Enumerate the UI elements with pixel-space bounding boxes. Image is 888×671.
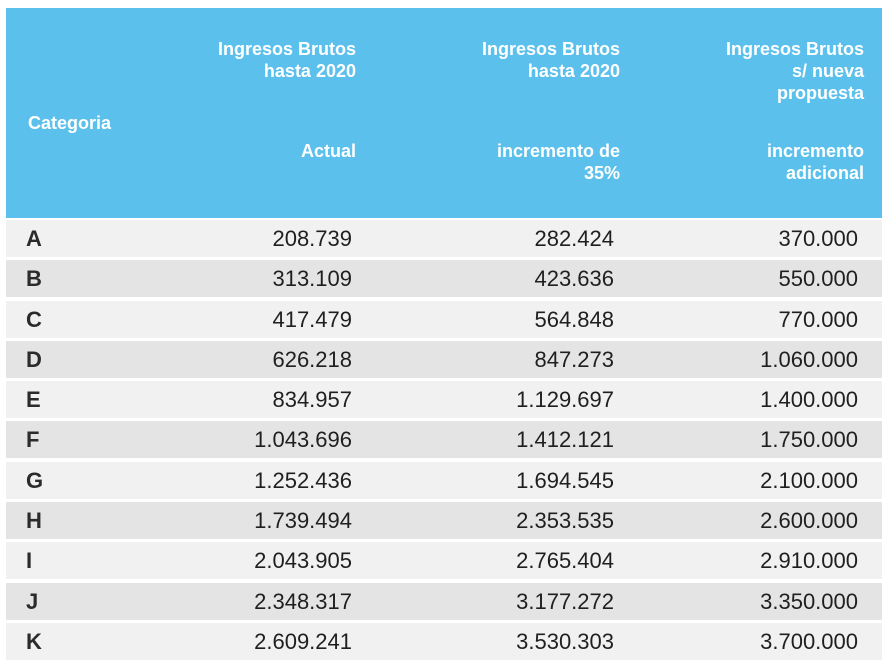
header-col2-title: Ingresos Brutos hasta 2020 <box>482 38 620 82</box>
header-col2-sub2: 35% <box>583 163 620 183</box>
proposal-cell: 1.750.000 <box>760 427 858 453</box>
table-row: G 1.252.436 1.694.545 2.100.000 <box>6 461 882 499</box>
category-cell: H <box>26 508 42 534</box>
proposal-cell: 2.910.000 <box>760 548 858 574</box>
proposal-cell: 770.000 <box>778 306 858 332</box>
category-cell: F <box>26 427 40 453</box>
category-cell: C <box>26 306 42 332</box>
actual-cell: 2.043.905 <box>254 548 352 574</box>
proposal-cell: 3.350.000 <box>760 588 858 614</box>
table-row: D 626.218 847.273 1.060.000 <box>6 340 882 378</box>
category-cell: A <box>26 226 42 251</box>
income-table: Categoria Ingresos Brutos hasta 2020 Act… <box>6 8 882 663</box>
table-body: A 208.739 282.424 370.000 B 313.109 423.… <box>6 220 882 660</box>
header-col3-line3: propuesta <box>776 83 864 103</box>
header-col3-title: Ingresos Brutos s/ nueva propuesta <box>704 38 864 104</box>
header-col3-sub2: adicional <box>785 163 864 183</box>
actual-cell: 834.957 <box>272 387 352 413</box>
table-row: J 2.348.317 3.177.272 3.350.000 <box>6 582 882 620</box>
actual-cell: 208.739 <box>272 226 352 251</box>
table-row: H 1.739.494 2.353.535 2.600.000 <box>6 502 882 540</box>
actual-cell: 2.348.317 <box>254 588 352 614</box>
proposal-cell: 2.100.000 <box>760 467 858 493</box>
category-cell: E <box>26 387 41 413</box>
table-row: A 208.739 282.424 370.000 <box>6 220 882 257</box>
increment-35-cell: 423.636 <box>534 266 614 292</box>
table-row: C 417.479 564.848 770.000 <box>6 300 882 338</box>
header-col1-line2: hasta 2020 <box>263 61 356 81</box>
actual-cell: 313.109 <box>272 266 352 292</box>
proposal-cell: 1.060.000 <box>760 346 858 372</box>
actual-cell: 417.479 <box>272 306 352 332</box>
category-cell: J <box>26 588 39 614</box>
category-cell: D <box>26 346 42 372</box>
increment-35-cell: 2.765.404 <box>516 548 614 574</box>
table-row: B 313.109 423.636 550.000 <box>6 260 882 298</box>
actual-cell: 1.043.696 <box>254 427 352 453</box>
increment-35-cell: 3.530.303 <box>516 628 614 654</box>
actual-cell: 1.739.494 <box>254 508 352 534</box>
table-row: K 2.609.241 3.530.303 3.700.000 <box>6 622 882 660</box>
proposal-cell: 370.000 <box>778 226 858 251</box>
header-col1-title: Ingresos Brutos hasta 2020 <box>218 38 356 82</box>
actual-cell: 2.609.241 <box>254 628 352 654</box>
increment-35-cell: 847.273 <box>534 346 614 372</box>
increment-35-cell: 3.177.272 <box>516 588 614 614</box>
header-col1-sub: Actual <box>300 141 356 161</box>
table-header: Categoria Ingresos Brutos hasta 2020 Act… <box>6 8 882 218</box>
category-cell: I <box>26 548 33 574</box>
increment-35-cell: 564.848 <box>534 306 614 332</box>
header-col3-sub: incremento adicional <box>724 140 864 184</box>
header-categoria: Categoria <box>28 113 112 133</box>
proposal-cell: 550.000 <box>778 266 858 292</box>
table-row: E 834.957 1.129.697 1.400.000 <box>6 381 882 419</box>
increment-35-cell: 1.129.697 <box>516 387 614 413</box>
increment-35-cell: 1.694.545 <box>516 467 614 493</box>
header-col3-sub1: incremento <box>766 141 864 161</box>
header-col3-line2: s/ nueva <box>791 61 864 81</box>
increment-35-cell: 1.412.121 <box>516 427 614 453</box>
category-cell: G <box>26 467 44 493</box>
proposal-cell: 1.400.000 <box>760 387 858 413</box>
header-col2-sub1: incremento de <box>496 141 620 161</box>
proposal-cell: 2.600.000 <box>760 508 858 534</box>
increment-35-cell: 2.353.535 <box>516 508 614 534</box>
increment-35-cell: 282.424 <box>534 226 614 251</box>
header-col1-line1: Ingresos Brutos <box>217 39 356 59</box>
header-col3-line1: Ingresos Brutos <box>725 39 864 59</box>
actual-cell: 626.218 <box>272 346 352 372</box>
category-cell: K <box>26 628 42 654</box>
header-col2-sub: incremento de 35% <box>460 140 620 184</box>
table-row: F 1.043.696 1.412.121 1.750.000 <box>6 421 882 459</box>
actual-cell: 1.252.436 <box>254 467 352 493</box>
header-col2-line2: hasta 2020 <box>527 61 620 81</box>
category-cell: B <box>26 266 42 292</box>
table-row: I 2.043.905 2.765.404 2.910.000 <box>6 542 882 580</box>
proposal-cell: 3.700.000 <box>760 628 858 654</box>
header-col2-line1: Ingresos Brutos <box>481 39 620 59</box>
